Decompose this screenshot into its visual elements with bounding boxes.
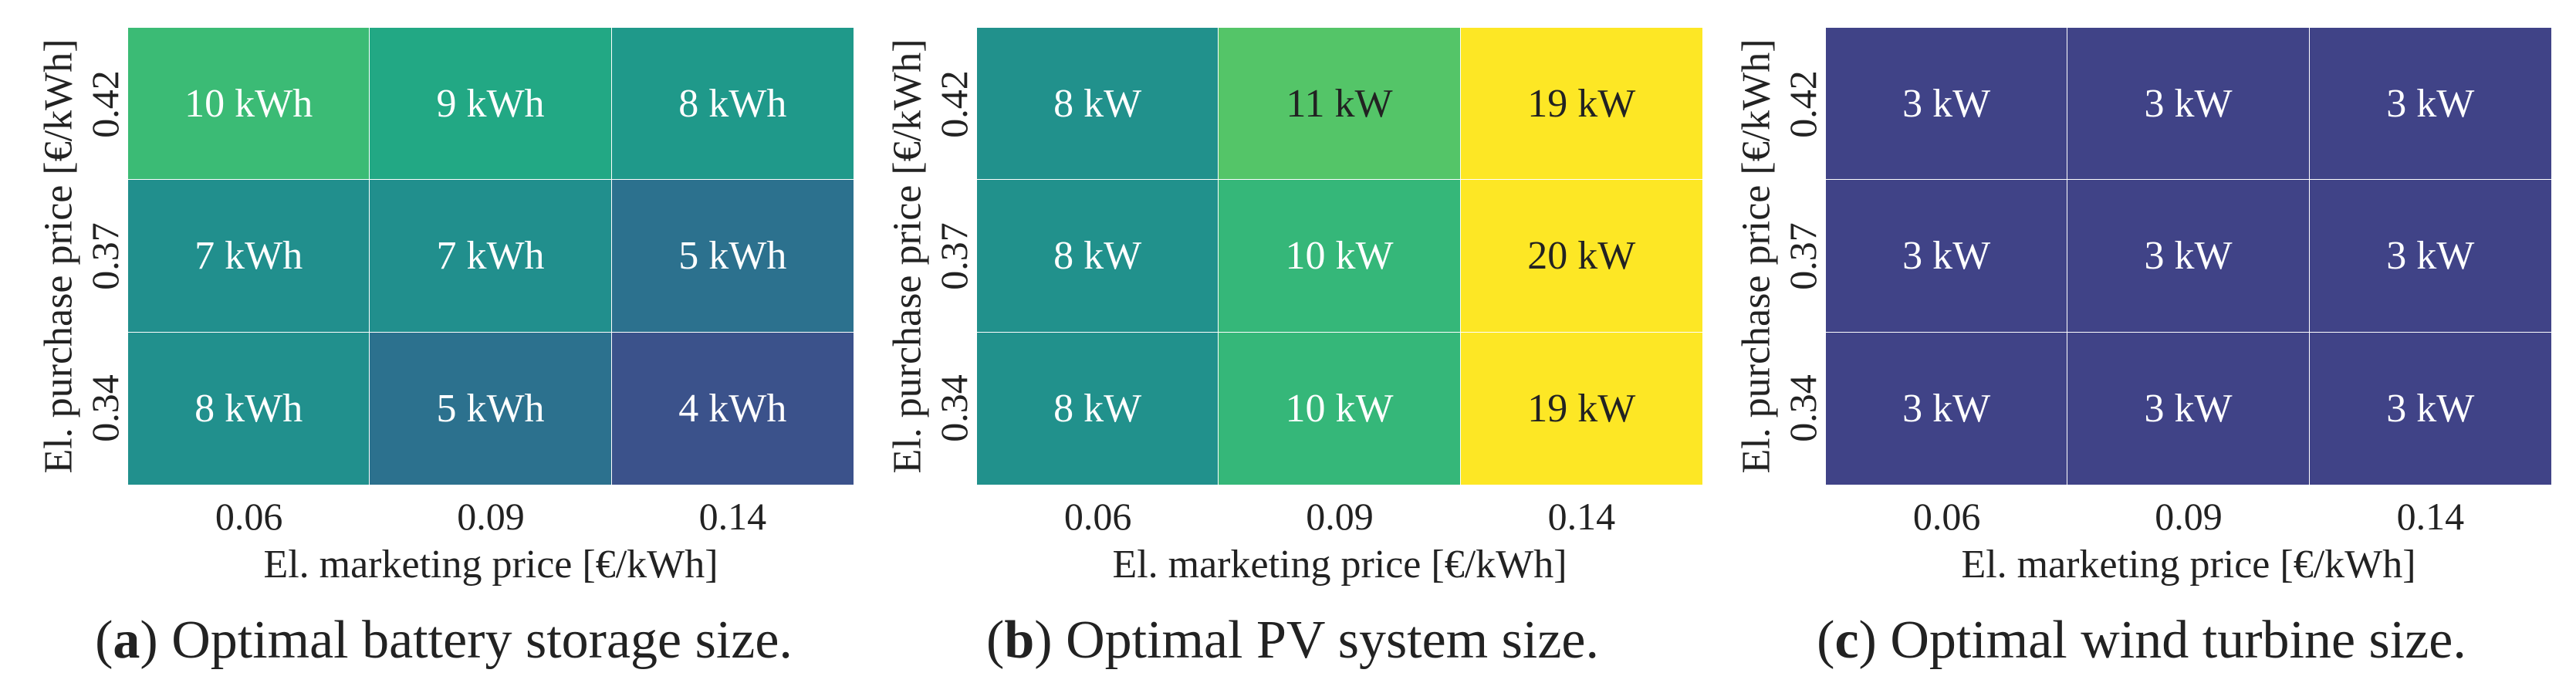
heatmap-cell: 11 kW xyxy=(1219,28,1461,181)
heatmap-cell: 4 kWh xyxy=(611,332,854,485)
heatmap-panel-pv: 8 kW 11 kW 19 kW 8 kW 10 kW 20 kW 8 kW 10 kW 19 … xyxy=(886,28,1702,587)
heatmap-cell: 19 kW xyxy=(1460,28,1702,181)
heatmap-cell: 9 kWh xyxy=(370,28,612,181)
y-tick-label: 0.42 xyxy=(932,69,975,138)
y-tick-label: 0.37 xyxy=(83,222,127,290)
x-axis-label: El. marketing price [€/kWh] xyxy=(1112,543,1567,587)
x-axis-label: El. marketing price [€/kWh] xyxy=(1961,543,2416,587)
caption-text: Optimal battery storage size. xyxy=(171,610,793,670)
caption-text: Optimal wind turbine size. xyxy=(1890,610,2466,670)
heatmap-grid: 3 kW 3 kW 3 kW 3 kW 3 kW 3 kW 3 kW 3 kW 3 kW xyxy=(1826,28,2551,485)
heatmap-cell: 3 kW xyxy=(1826,332,2068,485)
caption-letter: a xyxy=(113,610,140,670)
heatmap-cell: 10 kW xyxy=(1219,180,1461,333)
x-axis-label: El. marketing price [€/kWh] xyxy=(263,543,718,587)
heatmap-cell: 5 kWh xyxy=(370,332,612,485)
x-tick-label: 0.14 xyxy=(1547,495,1616,538)
heatmap-panel-battery: 10 kWh 9 kWh 8 kWh 7 kWh 7 kWh 5 kWh 8 kWh 5 kW… xyxy=(37,28,854,587)
heatmap-grid: 10 kWh 9 kWh 8 kWh 7 kWh 7 kWh 5 kWh 8 kWh 5 kW… xyxy=(128,28,854,485)
heatmap-cell: 3 kW xyxy=(1826,28,2068,181)
caption-text: Optimal PV system size. xyxy=(1066,610,1599,670)
x-tick-label: 0.09 xyxy=(457,495,525,538)
x-tick-label: 0.09 xyxy=(1306,495,1374,538)
y-axis-label: El. purchase price [€/kWh] xyxy=(1734,39,1779,474)
heatmap-cell: 3 kW xyxy=(2309,28,2551,181)
caption-b: (b) Optimal PV system size. xyxy=(986,610,1599,670)
heatmap-cell: 5 kWh xyxy=(611,180,854,333)
heatmap-cell: 7 kWh xyxy=(128,180,370,333)
heatmap-panel-wind: 3 kW 3 kW 3 kW 3 kW 3 kW 3 kW 3 kW 3 kW 3 kW 0.42… xyxy=(1735,28,2551,587)
y-tick-label: 0.42 xyxy=(83,69,127,138)
heatmap-cell: 8 kW xyxy=(977,332,1219,485)
heatmap-cell: 20 kW xyxy=(1460,180,1702,333)
y-tick-label: 0.42 xyxy=(1781,69,1824,138)
x-tick-label: 0.06 xyxy=(1912,495,1981,538)
heatmap-cell: 8 kWh xyxy=(611,28,854,181)
y-tick-label: 0.34 xyxy=(932,374,975,443)
y-tick-label: 0.37 xyxy=(932,222,975,290)
caption-letter: b xyxy=(1004,610,1035,670)
heatmap-cell: 8 kW xyxy=(977,180,1219,333)
heatmap-grid: 8 kW 11 kW 19 kW 8 kW 10 kW 20 kW 8 kW 10 kW 19 … xyxy=(977,28,1702,485)
heatmap-cell: 3 kW xyxy=(2309,332,2551,485)
heatmap-cell: 3 kW xyxy=(2067,180,2310,333)
caption-c: (c) Optimal wind turbine size. xyxy=(1817,610,2466,670)
y-tick-label: 0.37 xyxy=(1781,222,1824,290)
heatmap-cell: 19 kW xyxy=(1460,332,1702,485)
x-tick-label: 0.14 xyxy=(698,495,767,538)
heatmap-cell: 7 kWh xyxy=(370,180,612,333)
heatmap-cell: 3 kW xyxy=(2067,332,2310,485)
heatmap-cell: 3 kW xyxy=(2309,180,2551,333)
x-tick-label: 0.06 xyxy=(215,495,283,538)
heatmap-cell: 8 kW xyxy=(977,28,1219,181)
caption-letter: c xyxy=(1834,610,1859,670)
heatmap-cell: 10 kW xyxy=(1219,332,1461,485)
x-tick-label: 0.14 xyxy=(2396,495,2465,538)
y-tick-label: 0.34 xyxy=(1781,374,1824,443)
heatmap-cell: 3 kW xyxy=(2067,28,2310,181)
heatmap-cell: 3 kW xyxy=(1826,180,2068,333)
caption-a: (a) Optimal battery storage size. xyxy=(95,610,793,670)
x-tick-label: 0.09 xyxy=(2155,495,2223,538)
y-tick-label: 0.34 xyxy=(83,374,127,443)
heatmap-cell: 10 kWh xyxy=(128,28,370,181)
heatmap-cell: 8 kWh xyxy=(128,332,370,485)
y-axis-label: El. purchase price [€/kWh] xyxy=(885,39,930,474)
x-tick-label: 0.06 xyxy=(1063,495,1132,538)
y-axis-label: El. purchase price [€/kWh] xyxy=(36,39,81,474)
